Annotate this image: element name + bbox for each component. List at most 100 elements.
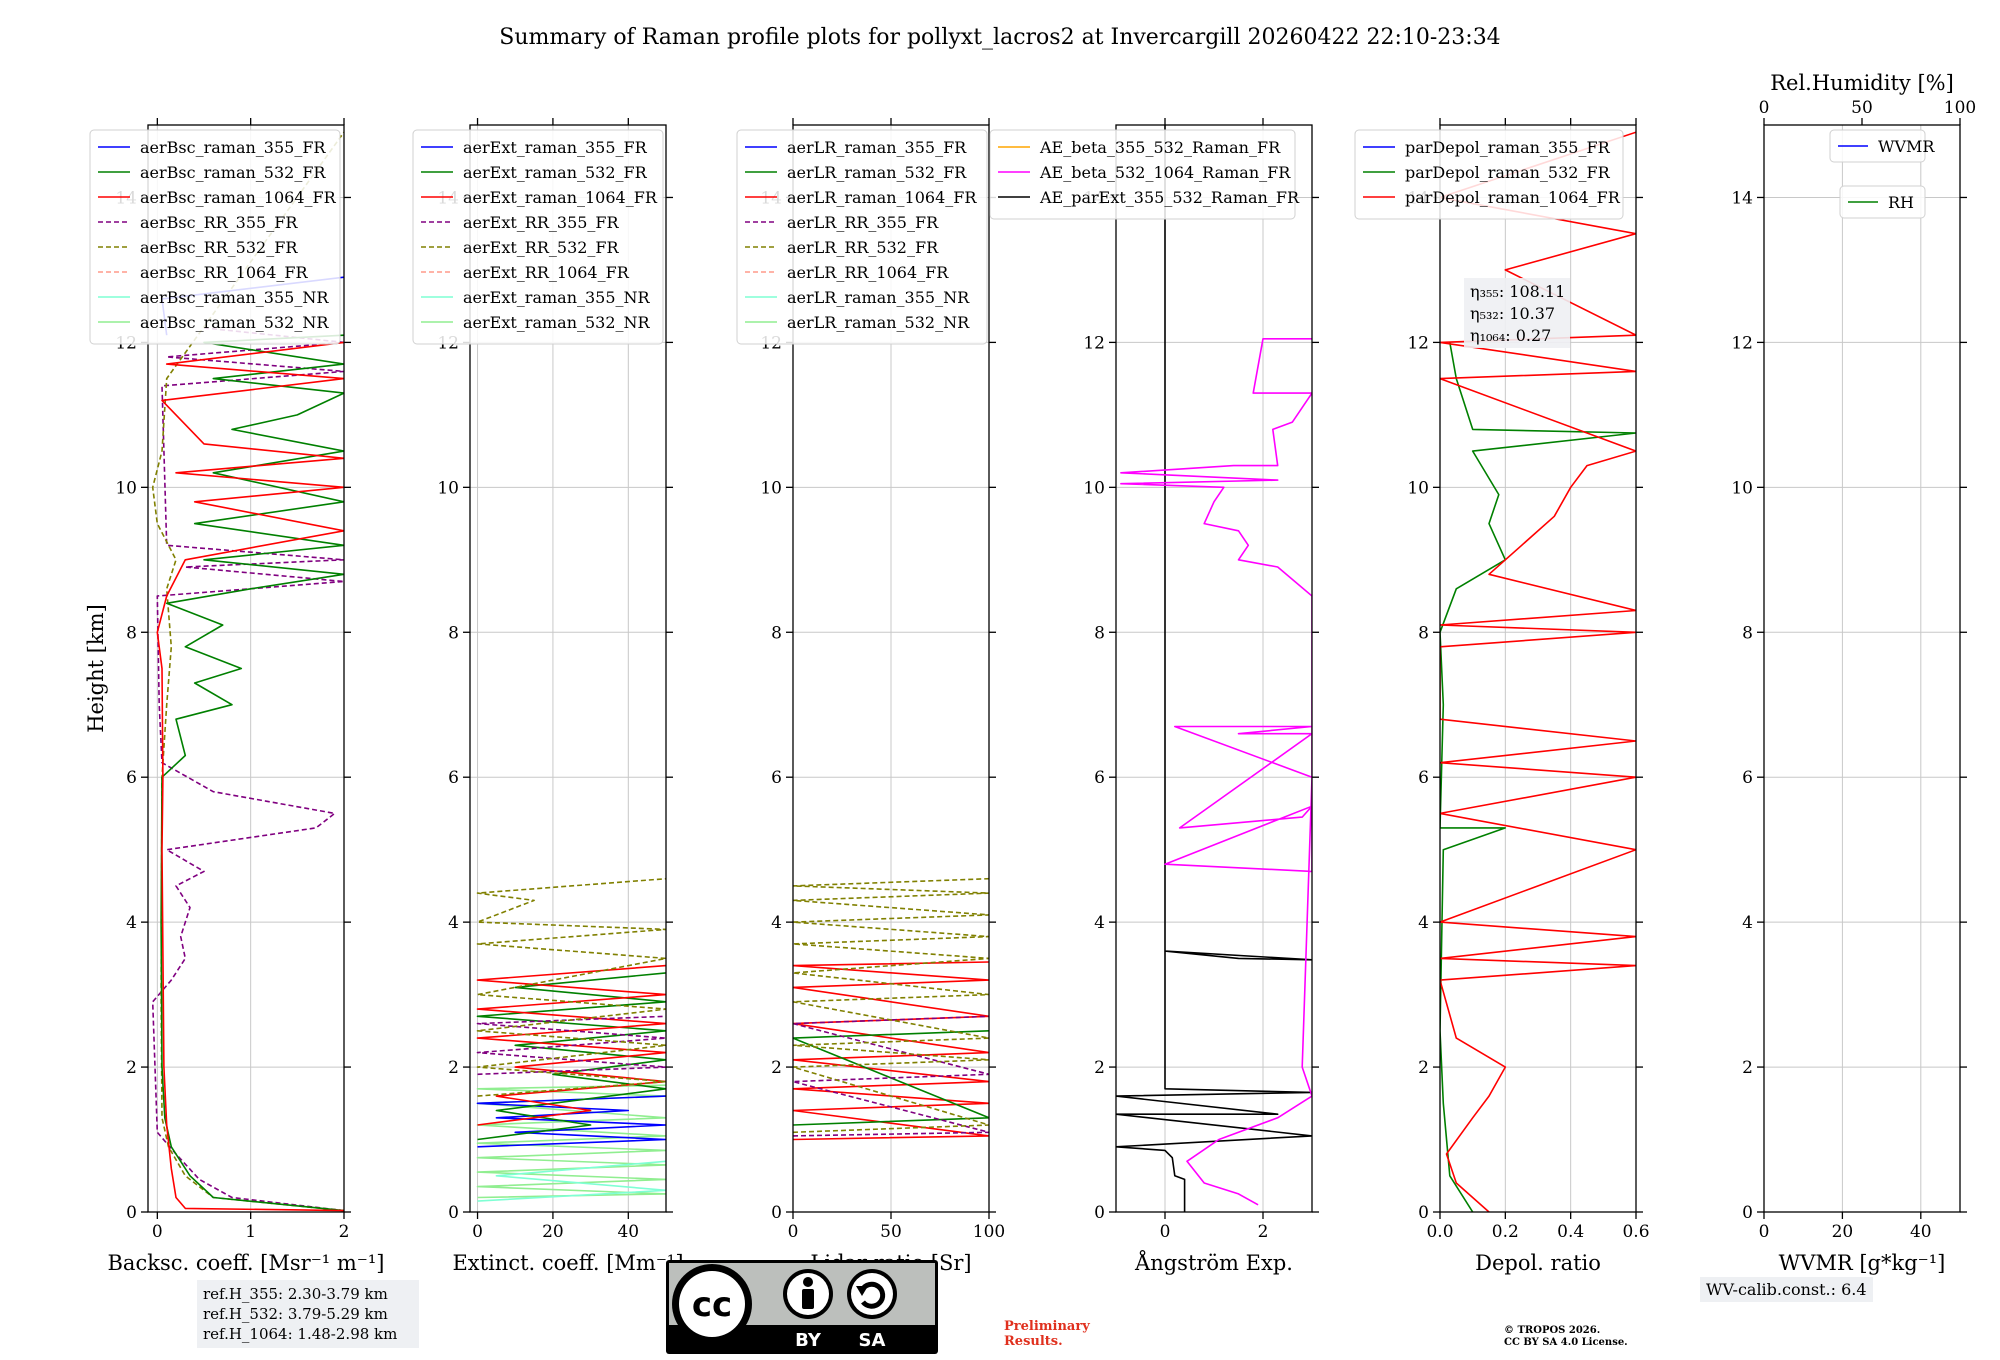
- legend-box: [736, 129, 988, 345]
- by-head: [803, 1277, 813, 1287]
- eta-annotation: η₃₅₅: 108.11 η₅₃₂: 10.37 η₁₀₆₄: 0.27: [1464, 278, 1570, 348]
- legend-label: aerBsc_raman_355_NR: [140, 288, 329, 307]
- legend-label: aerBsc_raman_532_NR: [140, 313, 329, 332]
- x-tick-label: 1: [245, 1222, 256, 1242]
- legend-box: [1354, 129, 1624, 220]
- legend-box: [89, 129, 341, 345]
- legend-label: aerExt_raman_532_NR: [463, 313, 651, 332]
- y-tick-label: 4: [1094, 913, 1105, 933]
- legend-box: [1829, 129, 1926, 163]
- legend-label: AE_parExt_355_532_Raman_FR: [1039, 188, 1300, 207]
- x-tick-label: 2: [339, 1222, 350, 1242]
- legend-label: aerBsc_raman_532_FR: [140, 163, 326, 182]
- legend-label: aerExt_raman_532_FR: [463, 163, 648, 182]
- y-tick-label: 8: [771, 623, 782, 643]
- y-tick-label: 0: [1418, 1203, 1429, 1223]
- figure-title: Summary of Raman profile plots for polly…: [499, 25, 1500, 50]
- y-tick-label: 10: [1731, 478, 1753, 498]
- y-tick-label: 8: [448, 623, 459, 643]
- annotation-box: [1464, 278, 1570, 348]
- legend-label: aerExt_RR_532_FR: [463, 238, 620, 257]
- badge-sa-text: SA: [859, 1330, 886, 1351]
- legend-label: aerExt_RR_355_FR: [463, 213, 620, 232]
- x-tick-label: 2: [1258, 1222, 1269, 1242]
- y-tick-label: 4: [1418, 913, 1429, 933]
- legend-label: aerLR_RR_355_FR: [787, 213, 939, 232]
- y-tick-label: 4: [126, 913, 137, 933]
- y-tick-label: 2: [126, 1058, 137, 1078]
- y-tick-label: 2: [1094, 1058, 1105, 1078]
- legend-label: aerLR_RR_532_FR: [787, 238, 939, 257]
- x-tick-label: 50: [880, 1222, 902, 1242]
- x-tick-label: 0: [152, 1222, 163, 1242]
- legend-label: aerExt_raman_355_FR: [463, 138, 648, 157]
- y-tick-label: 8: [1094, 623, 1105, 643]
- x-axis-label: Depol. ratio: [1475, 1251, 1601, 1275]
- x-tick-label: 20: [542, 1222, 564, 1242]
- legend-label: WVMR: [1878, 137, 1935, 156]
- panel-depolarization: 0.00.20.40.602468101214Depol. ratioparDe…: [1354, 118, 1650, 1275]
- copyright-note: © TROPOS 2026. CC BY SA 4.0 License.: [1504, 1325, 1628, 1349]
- legend-box: [989, 129, 1296, 220]
- top-tick-label: 0: [1759, 98, 1770, 118]
- ref-height-1064: ref.H_1064: 1.48-2.98 km: [203, 1325, 398, 1343]
- y-tick-label: 2: [1418, 1058, 1429, 1078]
- series-AE_beta_532_1064_Raman_FR: [1120, 338, 1312, 1206]
- cc-icon: [679, 1271, 745, 1337]
- x-axis-label: WVMR [g*kg⁻¹]: [1779, 1251, 1946, 1275]
- legend: aerBsc_raman_355_FR aerBsc_raman_532_FRae…: [89, 129, 341, 345]
- legend-label: aerLR_raman_1064_FR: [787, 188, 977, 207]
- panel-lidar-ratio: 05010002468101214Lidar ratio [Sr]aerLR_r…: [736, 118, 1005, 1275]
- x-tick-label: 0: [472, 1222, 483, 1242]
- by-body: [802, 1289, 814, 1309]
- y-tick-label: 12: [1083, 333, 1105, 353]
- series-aerBsc_RR_355_FR: [151, 327, 344, 1212]
- preliminary-results-note: Preliminary Results.: [1004, 1319, 1090, 1349]
- legend-label: parDepol_raman_1064_FR: [1405, 188, 1621, 207]
- y-tick-label: 0: [1094, 1203, 1105, 1223]
- preliminary-line-1: Preliminary: [1004, 1319, 1090, 1334]
- panel-backscatter: 01202468101214Backsc. coeff. [Msr⁻¹ m⁻¹]…: [84, 118, 384, 1275]
- legend-label: aerBsc_RR_1064_FR: [140, 263, 309, 282]
- axes-frame: [469, 124, 667, 1213]
- x-tick-label: 0.0: [1426, 1222, 1453, 1242]
- series-aerBsc_raman_1064_FR: [156, 341, 344, 1212]
- y-tick-label: 6: [1418, 768, 1429, 788]
- ref-height-355: ref.H_355: 2.30-3.79 km: [203, 1285, 388, 1303]
- ref-height-532: ref.H_532: 3.79-5.29 km: [203, 1305, 388, 1323]
- legend-label: parDepol_raman_532_FR: [1405, 163, 1611, 182]
- x-tick-label: 0: [1160, 1222, 1171, 1242]
- x-tick-label: 40: [617, 1222, 639, 1242]
- legend-label: RH: [1888, 193, 1914, 212]
- x-tick-label: 20: [1832, 1222, 1854, 1242]
- series-aerLR_RR_532_FR: [793, 877, 989, 1134]
- series-parDepol_raman_1064_FR: [1440, 131, 1636, 1212]
- series-aerLR_raman_1064_FR: [793, 961, 989, 1141]
- y-tick-label: 6: [126, 768, 137, 788]
- axes-frame: [1763, 124, 1961, 1213]
- series-group: [476, 877, 666, 1202]
- y-tick-label: 4: [771, 913, 782, 933]
- axes-frame: [147, 124, 345, 1213]
- y-tick-label: 10: [1407, 478, 1429, 498]
- legend: WVMR RH: [1829, 129, 1935, 219]
- y-tick-label: 10: [1083, 478, 1105, 498]
- y-tick-label: 6: [1742, 768, 1753, 788]
- series-aerExt_RR_355_FR: [476, 1015, 666, 1076]
- wv-calibration-box: WV-calib.const.: 6.4: [1700, 1277, 1873, 1302]
- annotation-line: η₃₅₅: 108.11: [1470, 282, 1565, 301]
- sa-arrowhead: [856, 1286, 868, 1296]
- legend-label: aerLR_raman_532_FR: [787, 163, 967, 182]
- x-tick-label: 0: [788, 1222, 799, 1242]
- y-tick-label: 0: [1742, 1203, 1753, 1223]
- legend-label: aerLR_raman_532_NR: [787, 313, 970, 332]
- series-group: [793, 877, 989, 1141]
- axes-frame: [1115, 124, 1313, 1213]
- panel-extinction: 0204002468101214Extinct. coeff. [Mm⁻¹]ae…: [412, 118, 684, 1275]
- legend-label: aerExt_raman_355_NR: [463, 288, 651, 307]
- legend-label: aerLR_raman_355_FR: [787, 138, 967, 157]
- y-tick-label: 8: [126, 623, 137, 643]
- annotation-line: η₅₃₂: 10.37: [1470, 304, 1555, 323]
- cc-license-badge: cc BY SA: [666, 1260, 938, 1354]
